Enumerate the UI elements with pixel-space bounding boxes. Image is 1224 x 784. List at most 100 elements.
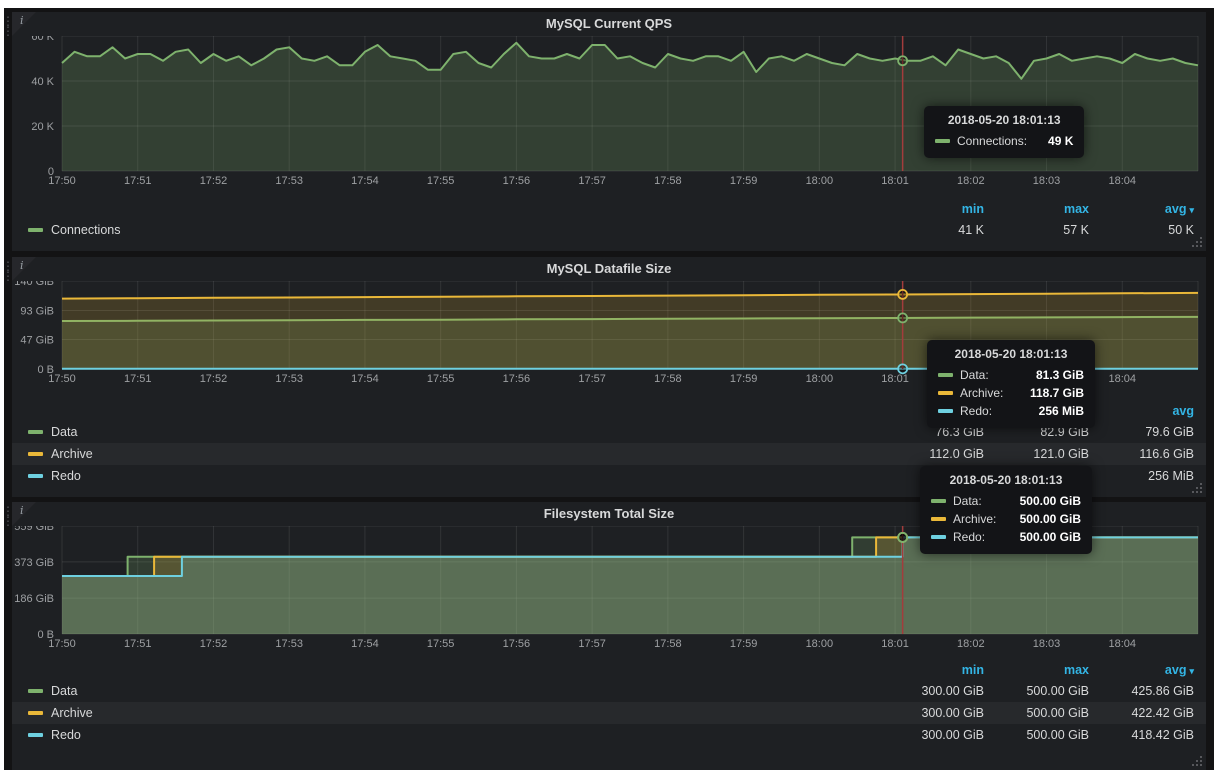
svg-text:17:55: 17:55	[427, 638, 455, 650]
svg-text:18:04: 18:04	[1109, 373, 1137, 385]
svg-text:0: 0	[48, 166, 54, 178]
legend-max-value: 500.00 GiB	[984, 684, 1089, 698]
legend: min max avg▾ Data 300.00 GiB 500.00 GiB …	[12, 660, 1206, 746]
tooltip-series-row: Data: 500.00 GiB	[931, 492, 1081, 510]
legend-series-toggle[interactable]: Data	[28, 684, 879, 698]
svg-text:17:55: 17:55	[427, 175, 455, 187]
legend-sort-max[interactable]: max	[984, 202, 1089, 216]
panel-info-icon[interactable]	[12, 257, 36, 281]
panel-resize-handle[interactable]	[1191, 755, 1203, 767]
legend-min-value: 300.00 GiB	[879, 728, 984, 742]
legend-min-value: 300.00 GiB	[879, 684, 984, 698]
svg-text:17:54: 17:54	[351, 638, 379, 650]
tooltip-series-row: Redo: 500.00 GiB	[931, 528, 1081, 546]
legend-series-toggle[interactable]: Connections	[28, 223, 879, 237]
series-color-dash	[931, 499, 946, 503]
panel-drag-handle[interactable]: ⋮⋮	[2, 506, 12, 526]
svg-text:17:56: 17:56	[503, 373, 531, 385]
caret-down-icon: ▾	[1189, 205, 1194, 215]
legend-series-toggle[interactable]: Redo	[28, 469, 879, 483]
series-color-dash	[938, 373, 953, 377]
panel-title[interactable]: MySQL Current QPS	[12, 12, 1206, 36]
caret-down-icon: ▾	[1189, 666, 1194, 676]
legend-row-archive: Archive 300.00 GiB 500.00 GiB 422.42 GiB	[12, 702, 1206, 724]
legend-sort-min[interactable]: min	[879, 202, 984, 216]
info-icon: i	[20, 259, 24, 272]
svg-text:18:01: 18:01	[881, 175, 909, 187]
tooltip-timestamp: 2018-05-20 18:01:13	[938, 347, 1084, 361]
panel-resize-handle[interactable]	[1191, 236, 1203, 248]
svg-text:17:51: 17:51	[124, 373, 152, 385]
svg-text:140 GiB: 140 GiB	[14, 281, 54, 288]
svg-text:18:01: 18:01	[881, 373, 909, 385]
svg-text:17:58: 17:58	[654, 638, 682, 650]
legend-series-toggle[interactable]: Redo	[28, 728, 879, 742]
svg-text:186 GiB: 186 GiB	[14, 593, 54, 605]
legend-series-toggle[interactable]: Archive	[28, 706, 879, 720]
svg-text:18:00: 18:00	[806, 638, 834, 650]
svg-text:18:04: 18:04	[1109, 638, 1137, 650]
legend-sort-max[interactable]: max	[984, 663, 1089, 677]
svg-text:20 K: 20 K	[31, 121, 54, 133]
svg-text:17:54: 17:54	[351, 175, 379, 187]
svg-text:0 B: 0 B	[37, 364, 54, 376]
legend-sort-avg[interactable]: avg	[1089, 404, 1194, 418]
svg-text:17:59: 17:59	[730, 175, 758, 187]
series-color-dash	[931, 535, 946, 539]
tooltip-series-row: Archive: 118.7 GiB	[938, 384, 1084, 402]
svg-text:18:04: 18:04	[1109, 175, 1137, 187]
svg-text:17:52: 17:52	[200, 373, 228, 385]
series-color-dash	[28, 430, 43, 434]
legend-row-data: Data 300.00 GiB 500.00 GiB 425.86 GiB	[12, 680, 1206, 702]
panel-info-icon[interactable]	[12, 12, 36, 36]
legend-series-toggle[interactable]: Archive	[28, 447, 879, 461]
svg-text:17:57: 17:57	[578, 373, 606, 385]
svg-text:17:59: 17:59	[730, 638, 758, 650]
series-color-dash	[938, 391, 953, 395]
series-color-dash	[28, 474, 43, 478]
svg-text:17:53: 17:53	[275, 373, 303, 385]
svg-text:18:00: 18:00	[806, 373, 834, 385]
svg-text:93 GiB: 93 GiB	[20, 306, 54, 318]
series-color-dash	[28, 452, 43, 456]
svg-text:17:59: 17:59	[730, 373, 758, 385]
legend-max-value: 57 K	[984, 223, 1089, 237]
panel-info-icon[interactable]	[12, 502, 36, 526]
info-icon: i	[20, 504, 24, 517]
legend-avg-value: 418.42 GiB	[1089, 728, 1194, 742]
svg-text:18:02: 18:02	[957, 638, 985, 650]
legend-row-archive: Archive 112.0 GiB 121.0 GiB 116.6 GiB	[12, 443, 1206, 465]
svg-text:17:58: 17:58	[654, 373, 682, 385]
legend-sort-avg[interactable]: avg▾	[1089, 663, 1194, 677]
panel-resize-handle[interactable]	[1191, 482, 1203, 494]
svg-text:18:01: 18:01	[881, 638, 909, 650]
svg-text:17:53: 17:53	[275, 638, 303, 650]
legend-row-redo: Redo 300.00 GiB 500.00 GiB 418.42 GiB	[12, 724, 1206, 746]
legend-series-toggle[interactable]: Data	[28, 425, 879, 439]
svg-text:17:55: 17:55	[427, 373, 455, 385]
legend-min-value: 41 K	[879, 223, 984, 237]
series-color-dash	[28, 689, 43, 693]
tooltip-timestamp: 2018-05-20 18:01:13	[931, 473, 1081, 487]
svg-text:18:02: 18:02	[957, 175, 985, 187]
svg-text:60 K: 60 K	[31, 36, 54, 43]
svg-text:17:51: 17:51	[124, 638, 152, 650]
legend-header-row: min max avg▾	[12, 660, 1206, 680]
legend-avg-value: 79.6 GiB	[1089, 425, 1194, 439]
svg-text:559 GiB: 559 GiB	[14, 526, 54, 533]
svg-text:17:56: 17:56	[503, 638, 531, 650]
tooltip-series-row: Archive: 500.00 GiB	[931, 510, 1081, 528]
svg-text:17:58: 17:58	[654, 175, 682, 187]
series-color-dash	[931, 517, 946, 521]
graph-tooltip: 2018-05-20 18:01:13 Connections: 49 K	[924, 106, 1084, 158]
legend-min-value: 112.0 GiB	[879, 447, 984, 461]
svg-text:17:53: 17:53	[275, 175, 303, 187]
legend-max-value: 500.00 GiB	[984, 706, 1089, 720]
panel-drag-handle[interactable]: ⋮⋮	[2, 261, 12, 281]
panel-drag-handle[interactable]: ⋮⋮	[2, 16, 12, 36]
legend-sort-avg[interactable]: avg▾	[1089, 202, 1194, 216]
svg-text:17:57: 17:57	[578, 638, 606, 650]
legend-min-value: 300.00 GiB	[879, 706, 984, 720]
panel-title[interactable]: MySQL Datafile Size	[12, 257, 1206, 281]
legend-sort-min[interactable]: min	[879, 663, 984, 677]
